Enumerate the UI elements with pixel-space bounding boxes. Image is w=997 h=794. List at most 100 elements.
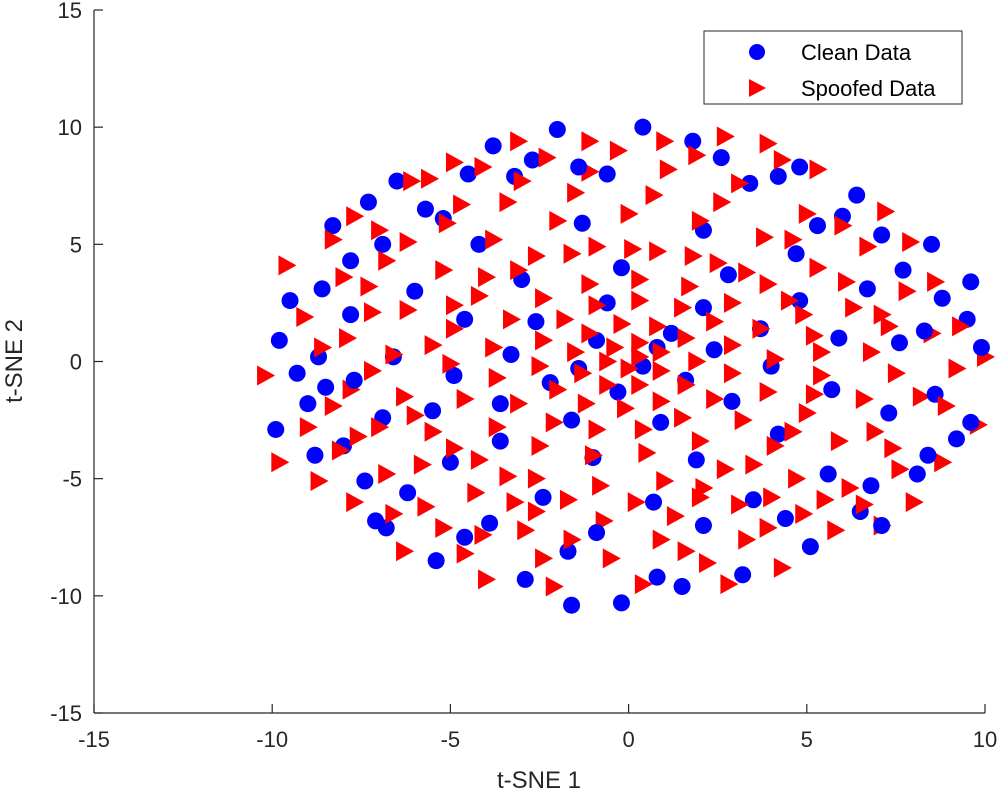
spoofed-data-point [677,328,696,349]
spoofed-data-point [763,487,782,508]
spoofed-data-point [723,363,742,384]
spoofed-data-point [538,147,557,168]
clean-data-point [441,453,459,471]
spoofed-data-point [813,365,832,386]
spoofed-data-point [841,478,860,499]
spoofed-data-point [567,182,586,203]
legend: Clean Data Spoofed Data [703,30,963,105]
spoofed-data-point [830,431,849,452]
spoofed-data-point [413,454,432,475]
spoofed-data-point [510,131,529,152]
spoofed-data-point [577,393,596,414]
spoofed-data-point [912,386,931,407]
clean-data-point [456,310,474,328]
spoofed-data-point [513,171,532,192]
spoofed-data-point [453,194,472,215]
spoofed-data-point [898,281,917,302]
clean-data-point [445,367,463,385]
spoofed-data-point [588,236,607,257]
legend-label-spoofed: Spoofed Data [801,76,936,101]
spoofed-data-point [631,290,650,311]
clean-data-point [416,200,434,218]
spoofed-data-point [299,417,318,438]
spoofed-data-point [827,520,846,541]
spoofed-data-point [499,466,518,487]
spoofed-data-point [588,295,607,316]
spoofed-data-point [599,351,618,372]
spoofed-data-point [371,220,390,241]
spoofed-data-point [424,421,443,442]
clean-data-point [270,331,288,349]
spoofed-data-point [406,405,425,426]
clean-data-point [548,121,566,139]
spoofed-data-point [438,213,457,234]
spoofed-data-point [738,262,757,283]
spoofed-data-point [649,316,668,337]
clean-data-point [598,165,616,183]
spoofed-data-point [360,276,379,297]
clean-data-point [317,378,335,396]
spoofed-data-point [884,438,903,459]
spoofed-data-point [510,260,529,281]
spoofed-data-point [780,290,799,311]
spoofed-data-point [421,168,440,189]
spoofed-data-point [631,346,650,367]
clean-data-point [516,570,534,588]
spoofed-data-point [435,517,454,538]
spoofed-data-point [627,492,646,513]
spoofed-data-point [310,471,329,492]
clean-data-point [491,432,509,450]
spoofed-data-point [674,297,693,318]
clean-data-point [862,477,880,495]
spoofed-data-point [887,363,906,384]
spoofed-data-point [556,309,575,330]
spoofed-data-point [688,351,707,372]
spoofed-data-point [349,426,368,447]
spoofed-data-point [691,431,710,452]
spoofed-data-point [403,171,422,192]
clean-data-point [634,118,652,136]
clean-data-point [652,413,670,431]
clean-data-point [377,519,395,537]
x-tick-label: -5 [441,727,461,752]
spoofed-data-point [474,524,493,545]
spoofed-data-point [634,419,653,440]
clean-data-point [573,214,591,232]
legend-box [703,30,963,105]
spoofed-data-point [378,463,397,484]
spoofed-data-point [517,520,536,541]
spoofed-data-point [567,342,586,363]
spoofed-data-point [716,459,735,480]
y-axis-title: t-SNE 2 [1,319,28,403]
clean-data-point [288,364,306,382]
spoofed-data-point [934,452,953,473]
spoofed-data-point [478,267,497,288]
clean-data-point [947,430,965,448]
spoofed-data-point [845,297,864,318]
clean-data-point [848,186,866,204]
spoofed-data-point [759,274,778,295]
y-ticks: -15 -10 -5 0 5 10 15 [50,0,103,726]
spoofed-data-point [756,227,775,248]
spoofed-data-point [706,311,725,332]
clean-data-point [769,425,787,443]
spoofed-data-point [677,374,696,395]
spoofed-data-point [296,306,315,327]
spoofed-data-point [652,360,671,381]
spoofed-data-point [385,503,404,524]
clean-data-point [734,566,752,584]
spoofed-data-point [563,529,582,550]
y-tick-label: 0 [70,350,82,375]
spoofed-data-point [855,388,874,409]
spoofed-data-point [624,239,643,260]
spoofed-data-point [385,344,404,365]
clean-data-point [484,137,502,155]
spoofed-data-point [560,489,579,510]
spoofed-data-point [488,367,507,388]
spoofed-data-point [731,494,750,515]
spoofed-data-point [474,157,493,178]
spoofed-data-point [470,449,489,470]
clean-data-point [491,395,509,413]
clean-data-point [705,341,723,359]
spoofed-data-point [656,471,675,492]
